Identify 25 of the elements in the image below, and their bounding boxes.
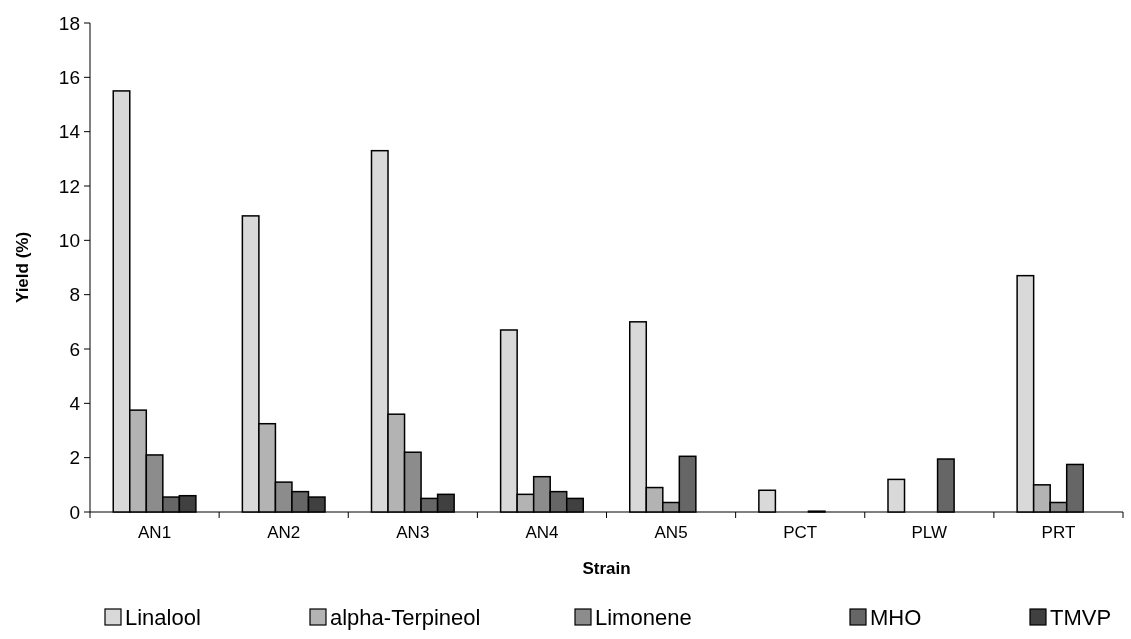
y-tick-label: 18 [58, 12, 80, 34]
y-tick-label: 8 [69, 284, 80, 306]
x-tick-label: PRT [1041, 523, 1076, 542]
x-tick-label: AN1 [138, 523, 172, 542]
x-tick-label: PCT [783, 523, 818, 542]
y-tick-label: 2 [69, 447, 80, 469]
x-axis-title: Strain [582, 559, 631, 578]
x-tick-label: AN5 [654, 523, 688, 542]
x-tick-label: PLW [911, 523, 948, 542]
y-tick-label: 16 [58, 66, 80, 88]
legend-label: Limonene [595, 605, 692, 630]
y-tick-label: 4 [69, 392, 81, 414]
x-tick-label: AN3 [396, 523, 430, 542]
y-tick-label: 12 [58, 175, 80, 197]
legend-label: TMVP [1050, 605, 1112, 630]
y-tick-label: 6 [69, 338, 80, 360]
y-tick-label: 10 [58, 229, 80, 251]
y-axis-title: Yield (%) [13, 231, 32, 304]
legend-label: Linalool [125, 605, 201, 630]
legend-label: alpha-Terpineol [330, 605, 481, 630]
y-tick-label: 14 [58, 121, 81, 143]
x-tick-label: AN2 [267, 523, 301, 542]
x-tick-label: AN4 [525, 523, 559, 542]
y-tick-label: 0 [69, 501, 80, 523]
legend-label: MHO [870, 605, 922, 630]
